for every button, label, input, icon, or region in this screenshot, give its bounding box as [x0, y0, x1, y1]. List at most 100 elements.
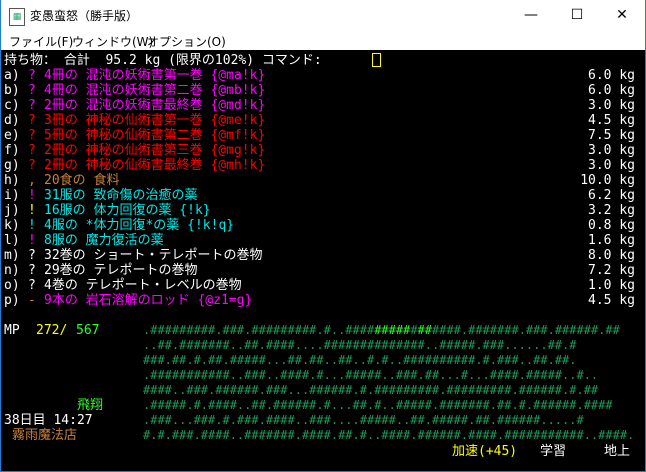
menu-file[interactable]: ファイル(F) [9, 35, 74, 49]
item-key: c) [4, 98, 20, 113]
item-weight: 4.5 kg [588, 293, 635, 308]
item-key: k) [4, 218, 20, 233]
item-key: a) [4, 68, 20, 83]
item-symbol: ? [28, 113, 36, 128]
mp-label: MP [4, 323, 20, 338]
minimize-button[interactable]: — [524, 7, 538, 23]
item-key: p) [4, 293, 20, 308]
item-symbol: ? [28, 128, 36, 143]
item-symbol: - [28, 293, 36, 308]
item-weight: 3.0 kg [588, 143, 635, 158]
item-symbol: ? [28, 263, 36, 278]
mp-current-value: 272 [36, 323, 60, 338]
item-weight: 7.2 kg [588, 263, 635, 278]
depth-status: 地上 [604, 444, 631, 459]
map-segment: # [410, 323, 418, 337]
mp-current: 272/ [36, 323, 67, 338]
item-weight: 1.0 kg [588, 278, 635, 293]
item-key: g) [4, 158, 20, 173]
item-weight: 4.5 kg [588, 113, 635, 128]
item-symbol: ? [28, 158, 36, 173]
title-bar: ▦ 変愚蛮怒（勝手版） — ☐ ✕ [1, 0, 645, 30]
item-weight: 6.0 kg [588, 83, 635, 98]
item-key: d) [4, 113, 20, 128]
item-name: 2冊の 神秘の仙術書第三巻 {@mg!k} [44, 143, 266, 158]
item-name: 20食の 食料 [44, 173, 120, 188]
item-weight: 6.0 kg [588, 68, 635, 83]
item-name: 16服の 体力回復の薬 {!k} [44, 203, 211, 218]
mp-separator: / [59, 323, 68, 338]
flying-status: 飛翔 [77, 398, 104, 413]
map-row: .###########..###..####.#...#####..###.#… [143, 368, 599, 382]
close-button[interactable]: ✕ [616, 7, 628, 23]
menu-window[interactable]: ウィンドウ(W) [72, 35, 154, 49]
item-key: f) [4, 143, 20, 158]
input-cursor [372, 53, 381, 67]
item-key: e) [4, 128, 20, 143]
item-symbol: ? [28, 98, 36, 113]
map-row: ###.##.#.##.#####...##.##..##..#.#..####… [143, 353, 577, 367]
item-name: 4巻の テレポート・レベルの巻物 [44, 278, 242, 293]
game-terminal[interactable]: 持ち物： 合計 95.2 kg (限界の102%) コマンド: a)? 4冊の 混… [1, 50, 645, 471]
item-name: 29巻の テレポートの巻物 [44, 263, 198, 278]
menu-bar: ファイル(F) ウィンドウ(W) オプション(O) [1, 30, 645, 50]
location-name: 霧雨魔法店 [12, 428, 78, 443]
item-name: 2冊の 混沌の妖術書最終巻 {@md!k} [44, 98, 266, 113]
item-key: j) [4, 203, 20, 218]
item-key: i) [4, 188, 20, 203]
map-row: ####..###.######.###...######.#.########… [143, 383, 599, 397]
item-name: 4冊の 混沌の妖術書第一巻 {@ma!k} [44, 68, 266, 83]
item-symbol: ? [28, 143, 36, 158]
item-name: 5冊の 神秘の仙術書第二巻 {@mf!k} [44, 128, 266, 143]
mp-max: 567 [76, 323, 100, 338]
map-lit-segment: ## [417, 323, 432, 337]
item-weight: 3.2 kg [588, 203, 635, 218]
item-weight: 10.0 kg [580, 173, 635, 188]
study-status: 学習 [540, 444, 567, 459]
item-symbol: ! [28, 218, 36, 233]
map-row: ..##.#######..##.####....##############.… [143, 338, 577, 352]
item-key: n) [4, 263, 20, 278]
dungeon-map[interactable]: .#########.###.#########.#..############… [143, 323, 634, 443]
map-row: #.#.###.####..#######.####.##.#..####.##… [143, 428, 635, 442]
map-segment: .#########.###.#########.#..#### [143, 323, 375, 337]
item-weight: 0.8 kg [588, 218, 635, 233]
item-name: 3冊の 神秘の仙術書第一巻 {@me!k} [44, 113, 266, 128]
speed-status: 加速(+45) [452, 444, 518, 459]
menu-options[interactable]: オプション(O) [147, 35, 226, 49]
app-icon: ▦ [9, 8, 25, 26]
map-row: .#####.#.####..##.######.#...##.#..#####… [143, 398, 613, 412]
map-row: .#########.###.#########.#..############… [143, 323, 634, 338]
item-weight: 1.6 kg [588, 233, 635, 248]
item-symbol: , [28, 173, 36, 188]
item-name: 9本の 岩石溶解のロッド {@z1=g} [44, 293, 253, 308]
item-name: 32巻の ショート・テレポートの巻物 [44, 248, 263, 263]
maximize-button[interactable]: ☐ [570, 7, 584, 23]
item-weight: 3.0 kg [588, 98, 635, 113]
item-symbol: ? [28, 83, 36, 98]
item-weight: 3.0 kg [588, 158, 635, 173]
item-name: 31服の 致命傷の治癒の薬 [44, 188, 198, 203]
item-key: b) [4, 83, 20, 98]
item-weight: 8.0 kg [588, 248, 635, 263]
map-lit-segment: ##### [374, 323, 411, 337]
item-name: 2冊の 神秘の仙術書最終巻 {@mh!k} [44, 158, 266, 173]
item-weight: 6.2 kg [588, 188, 635, 203]
item-symbol: ? [28, 68, 36, 83]
item-name: 4服の *体力回復*の薬 {!k!q} [44, 218, 235, 233]
inventory-header: 持ち物： 合計 95.2 kg (限界の102%) コマンド: [4, 53, 322, 68]
map-segment: ####.#######.###.######.## [432, 323, 620, 337]
item-name: 8服の 魔力復活の薬 [44, 233, 164, 248]
item-symbol: ! [28, 203, 36, 218]
item-symbol: ? [28, 278, 36, 293]
map-row: .###...###.#.###.####..###....#####..##.… [143, 413, 584, 427]
item-key: o) [4, 278, 20, 293]
item-symbol: ? [28, 248, 36, 263]
game-date-time: 38日目 14:27 [4, 413, 93, 428]
item-name: 4冊の 混沌の妖術書第二巻 {@mb!k} [44, 83, 266, 98]
item-key: h) [4, 173, 20, 188]
window-title: 変愚蛮怒（勝手版） [30, 9, 139, 23]
item-symbol: ! [28, 233, 36, 248]
item-key: m) [4, 248, 20, 263]
